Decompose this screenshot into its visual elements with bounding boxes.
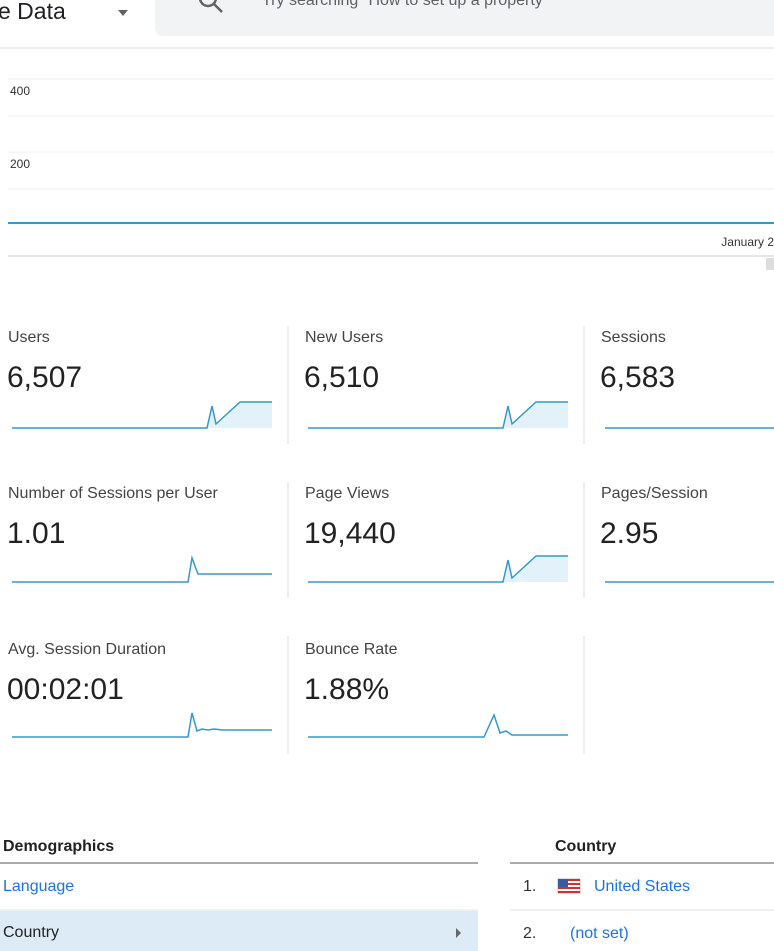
metric-label: Number of Sessions per User xyxy=(8,485,219,502)
row-rank: 1. xyxy=(523,878,536,895)
search-icon xyxy=(198,0,223,13)
y-tick-label: 400 xyxy=(10,84,30,98)
search-box[interactable] xyxy=(155,0,774,36)
metric-value: 2.95 xyxy=(600,517,658,550)
metric-value: 00:02:01 xyxy=(7,673,124,706)
metric-value: 6,583 xyxy=(600,361,675,394)
country-table: Country 1. United States 2. (not set) xyxy=(510,838,774,942)
demographics-item[interactable]: Language xyxy=(3,878,74,895)
row-arrow xyxy=(456,928,461,938)
metric-label: New Users xyxy=(305,329,383,346)
sparklines xyxy=(12,401,774,738)
country-link[interactable]: (not set) xyxy=(570,925,629,942)
overview-chart: January 2 400 200 xyxy=(8,78,774,270)
metric-label: Avg. Session Duration xyxy=(8,641,166,658)
metric-label: Page Views xyxy=(305,485,389,502)
metric-label: Bounce Rate xyxy=(305,641,398,658)
scroll-handle[interactable] xyxy=(766,258,774,270)
metric-value: 6,510 xyxy=(304,361,379,394)
demographics-title: Demographics xyxy=(3,838,114,855)
demographics-item[interactable]: Country xyxy=(3,924,59,941)
property-title[interactable]: e Data xyxy=(0,0,66,24)
us-flag xyxy=(557,878,581,894)
metric-value: 1.01 xyxy=(7,517,65,550)
metric-value: 6,507 xyxy=(7,361,82,394)
metric-value: 19,440 xyxy=(304,517,396,550)
metric-label: Users xyxy=(8,329,50,346)
metric-label: Pages/Session xyxy=(601,485,708,502)
metric-label: Sessions xyxy=(601,329,666,346)
y-tick-label: 200 xyxy=(10,157,30,171)
dropdown-arrow[interactable] xyxy=(118,10,128,16)
metric-dividers xyxy=(287,326,585,754)
x-axis-label: January 2 xyxy=(721,235,774,249)
country-link[interactable]: United States xyxy=(594,878,690,895)
metric-value: 1.88% xyxy=(304,673,389,706)
search-placeholder: Try searching "How to set up a property" xyxy=(262,0,548,9)
row-rank: 2. xyxy=(523,925,536,942)
demographics-panel: Demographics Language Country xyxy=(0,838,478,951)
selected-row[interactable] xyxy=(0,911,478,951)
table-title: Country xyxy=(555,838,616,855)
